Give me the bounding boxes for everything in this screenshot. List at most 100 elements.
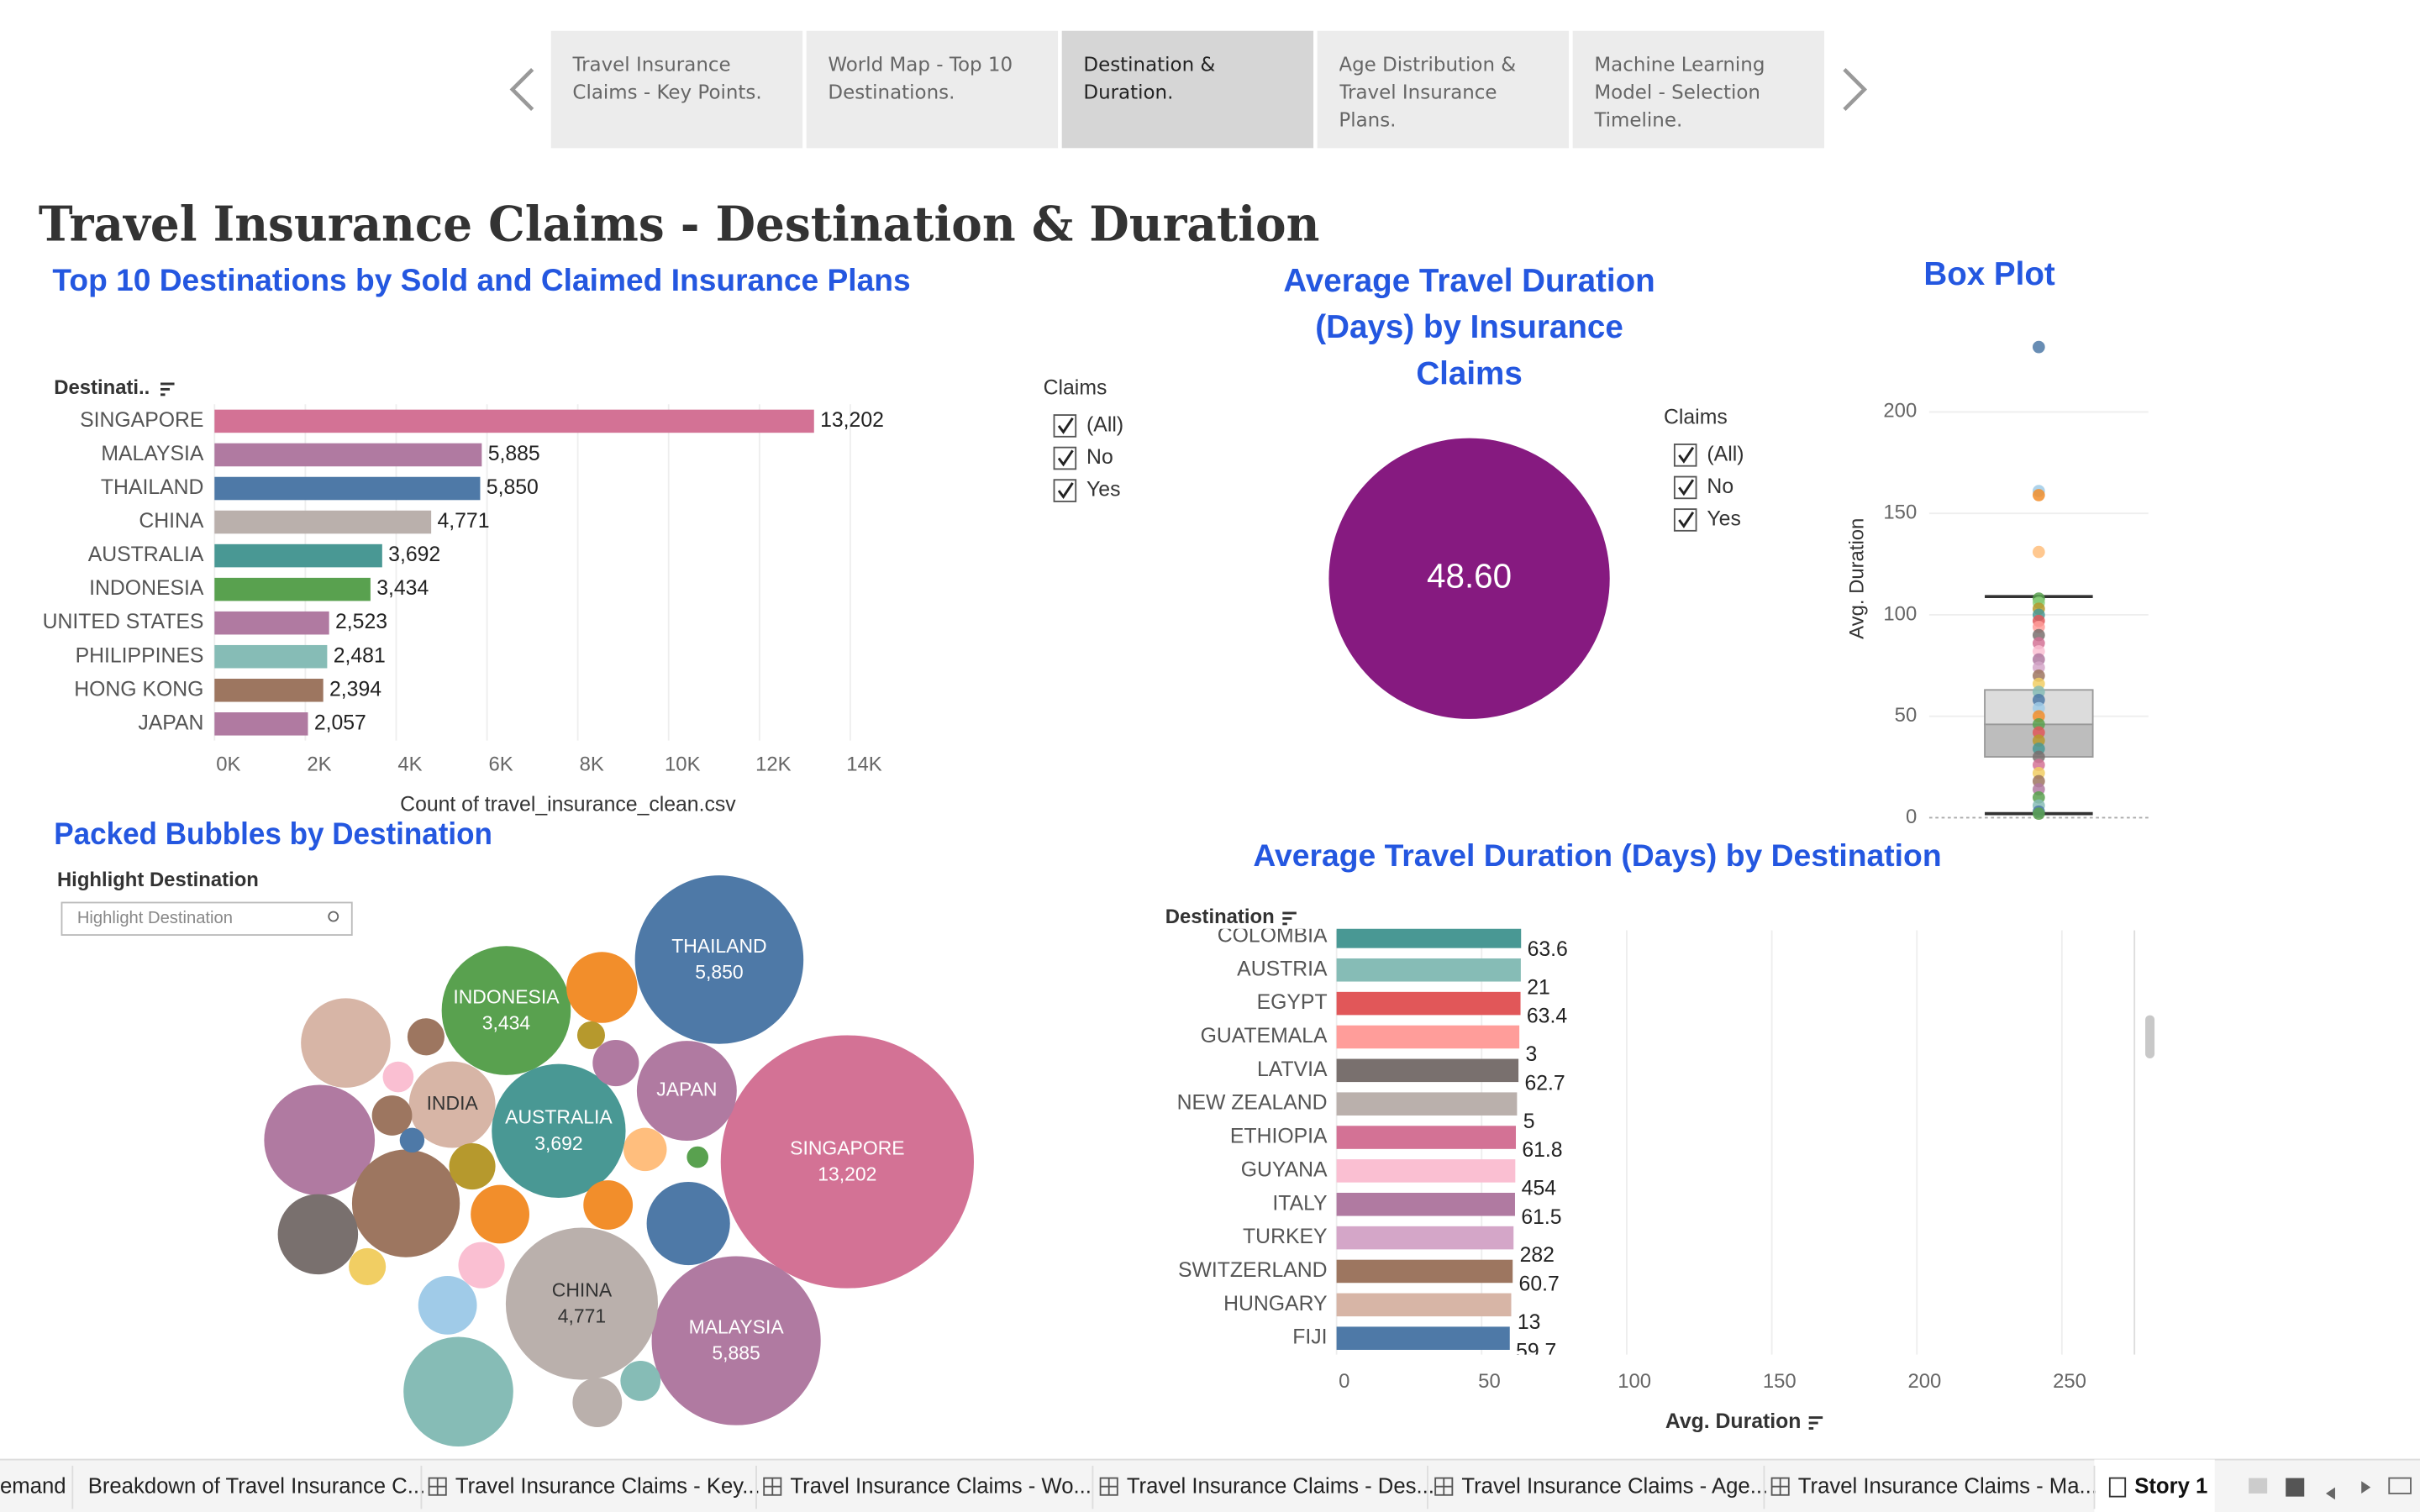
bubble (382, 1061, 414, 1093)
x-tick-label: 0K (216, 753, 240, 775)
bar (214, 611, 329, 635)
category-label: SINGAPORE (80, 409, 203, 432)
bubble-label: MALAYSIA (689, 1315, 785, 1337)
sheet-tab[interactable]: Travel Insurance Claims - Key... (455, 1474, 760, 1498)
category-label: SWITZERLAND (1178, 1259, 1328, 1282)
story-point[interactable] (1572, 30, 1825, 149)
sort-icon[interactable] (1282, 922, 1287, 926)
story-point[interactable] (1061, 30, 1314, 149)
value-label: 60.7 (1519, 1273, 1560, 1296)
story-point[interactable] (550, 30, 803, 149)
story-tab[interactable]: Story 1 (2134, 1474, 2207, 1498)
highlight-placeholder[interactable]: Highlight Destination (77, 909, 233, 927)
point (2032, 807, 2045, 820)
value-label: 59.7 (1516, 1340, 1556, 1362)
chart-title: Top 10 Destinations by Sold and Claimed … (52, 263, 910, 297)
filter-option[interactable]: (All) (1086, 413, 1123, 436)
sort-icon[interactable] (160, 382, 175, 386)
sort-icon[interactable] (1808, 1426, 1814, 1430)
sheet-tab[interactable]: Breakdown of Travel Insurance C... (88, 1474, 425, 1498)
sort-icon[interactable] (160, 387, 171, 391)
count-label: 282 (1520, 1244, 1555, 1267)
story-point-label-box: Destination & Duration. (1083, 52, 1216, 104)
count-label: 21 (1527, 976, 1550, 999)
filter-option[interactable]: Yes (1707, 508, 1740, 531)
x-tick-label: 2K (307, 753, 331, 775)
category-label: FIJI (1292, 1326, 1327, 1349)
story-point[interactable] (1317, 30, 1570, 149)
bubble (687, 1146, 709, 1168)
filter-option[interactable]: (All) (1707, 443, 1744, 465)
x-tick-label: 200 (1908, 1370, 1942, 1393)
count-label: 5 (1523, 1110, 1535, 1133)
scrollbar[interactable] (2145, 1015, 2155, 1058)
nav-prev[interactable] (509, 68, 534, 112)
chart-title: Average Travel Duration (Days) by Insura… (1283, 264, 1655, 392)
bar (1336, 1126, 1517, 1149)
count-label: 13 (1518, 1311, 1541, 1334)
highlight-input[interactable] (60, 901, 353, 936)
y-tick-label: 150 (1883, 501, 1917, 523)
story-icon (2108, 1477, 2127, 1498)
bar (214, 712, 308, 736)
sort-icon[interactable] (1808, 1421, 1818, 1425)
sheet-tab[interactable]: Travel Insurance Claims - Age... (1461, 1474, 1768, 1498)
sheet-tab[interactable]: Travel Insurance Claims - Des... (1127, 1474, 1434, 1498)
point (2032, 545, 2045, 559)
count-label: 3 (1526, 1043, 1538, 1066)
category-label: HUNGARY (1223, 1293, 1327, 1315)
story-point[interactable] (806, 30, 1059, 149)
value-label: 63.6 (1528, 938, 1568, 961)
category-label: NEW ZEALAND (1177, 1092, 1328, 1115)
bubble (651, 1256, 821, 1425)
story-point-label[interactable]: Age Distribution & Travel Insurance Plan… (1339, 52, 1517, 132)
y-tick-label: 50 (1895, 704, 1918, 727)
bubble (399, 1127, 425, 1153)
bar (1336, 928, 1522, 948)
value-label: 3,692 (388, 543, 440, 566)
sheet-tab[interactable]: emand (0, 1474, 66, 1498)
bar (1336, 1159, 1516, 1183)
filter-option[interactable]: Yes (1086, 479, 1120, 501)
sheet-tab[interactable]: Travel Insurance Claims - Ma... (1798, 1474, 2097, 1498)
sheet-tab[interactable]: Travel Insurance Claims - Wo... (790, 1474, 1092, 1498)
story-point-label-box: Travel Insurance Claims - Key Points. (572, 52, 762, 104)
bubble-label: THAILAND (671, 935, 766, 957)
bar (1336, 958, 1521, 982)
bubble (623, 1127, 667, 1172)
x-tick-label: 4K (397, 753, 422, 775)
story-point-label[interactable]: Machine Learning Model - Selection Timel… (1594, 52, 1765, 132)
story-point-label[interactable]: Destination & Duration. (1083, 52, 1216, 104)
value-label: 4,771 (437, 510, 489, 533)
tab-bar-controls[interactable] (2249, 1477, 2412, 1500)
sort-icon[interactable] (1808, 1416, 1823, 1420)
filter-option[interactable]: No (1707, 475, 1733, 498)
bubble-value: 4,771 (558, 1305, 606, 1327)
bubble (277, 1194, 359, 1275)
checkmark (1057, 482, 1074, 499)
value-label: 13,202 (820, 409, 884, 432)
nav-next[interactable] (1843, 68, 1868, 112)
story-point-label[interactable]: World Map - Top 10 Destinations. (828, 52, 1013, 104)
bubble-value: 3,692 (534, 1132, 582, 1154)
highlight-title: Highlight Destination (57, 869, 259, 891)
chart-title-box: Average Travel Duration (Days) by Insura… (1283, 264, 1655, 392)
checkmark (1678, 446, 1695, 464)
bubble-value: 5,850 (695, 961, 743, 983)
sort-icon[interactable] (1282, 911, 1297, 915)
sort-icon[interactable] (160, 393, 166, 396)
point (2032, 340, 2045, 354)
page-title: Travel Insurance Claims - Destination & … (39, 197, 1319, 252)
y-header: Destinati.. (54, 376, 150, 399)
filter-title: Claims (1664, 406, 1728, 428)
bubble (458, 1242, 505, 1289)
filter-option[interactable]: No (1086, 446, 1113, 469)
value-label: 2,057 (314, 711, 366, 734)
category-label: AUSTRIA (1237, 958, 1328, 980)
story-point-label[interactable]: Travel Insurance Claims - Key Points. (572, 52, 762, 104)
sort-icon[interactable] (1282, 916, 1292, 920)
bubble (720, 1035, 974, 1289)
category-label: HONG KONG (74, 678, 203, 701)
